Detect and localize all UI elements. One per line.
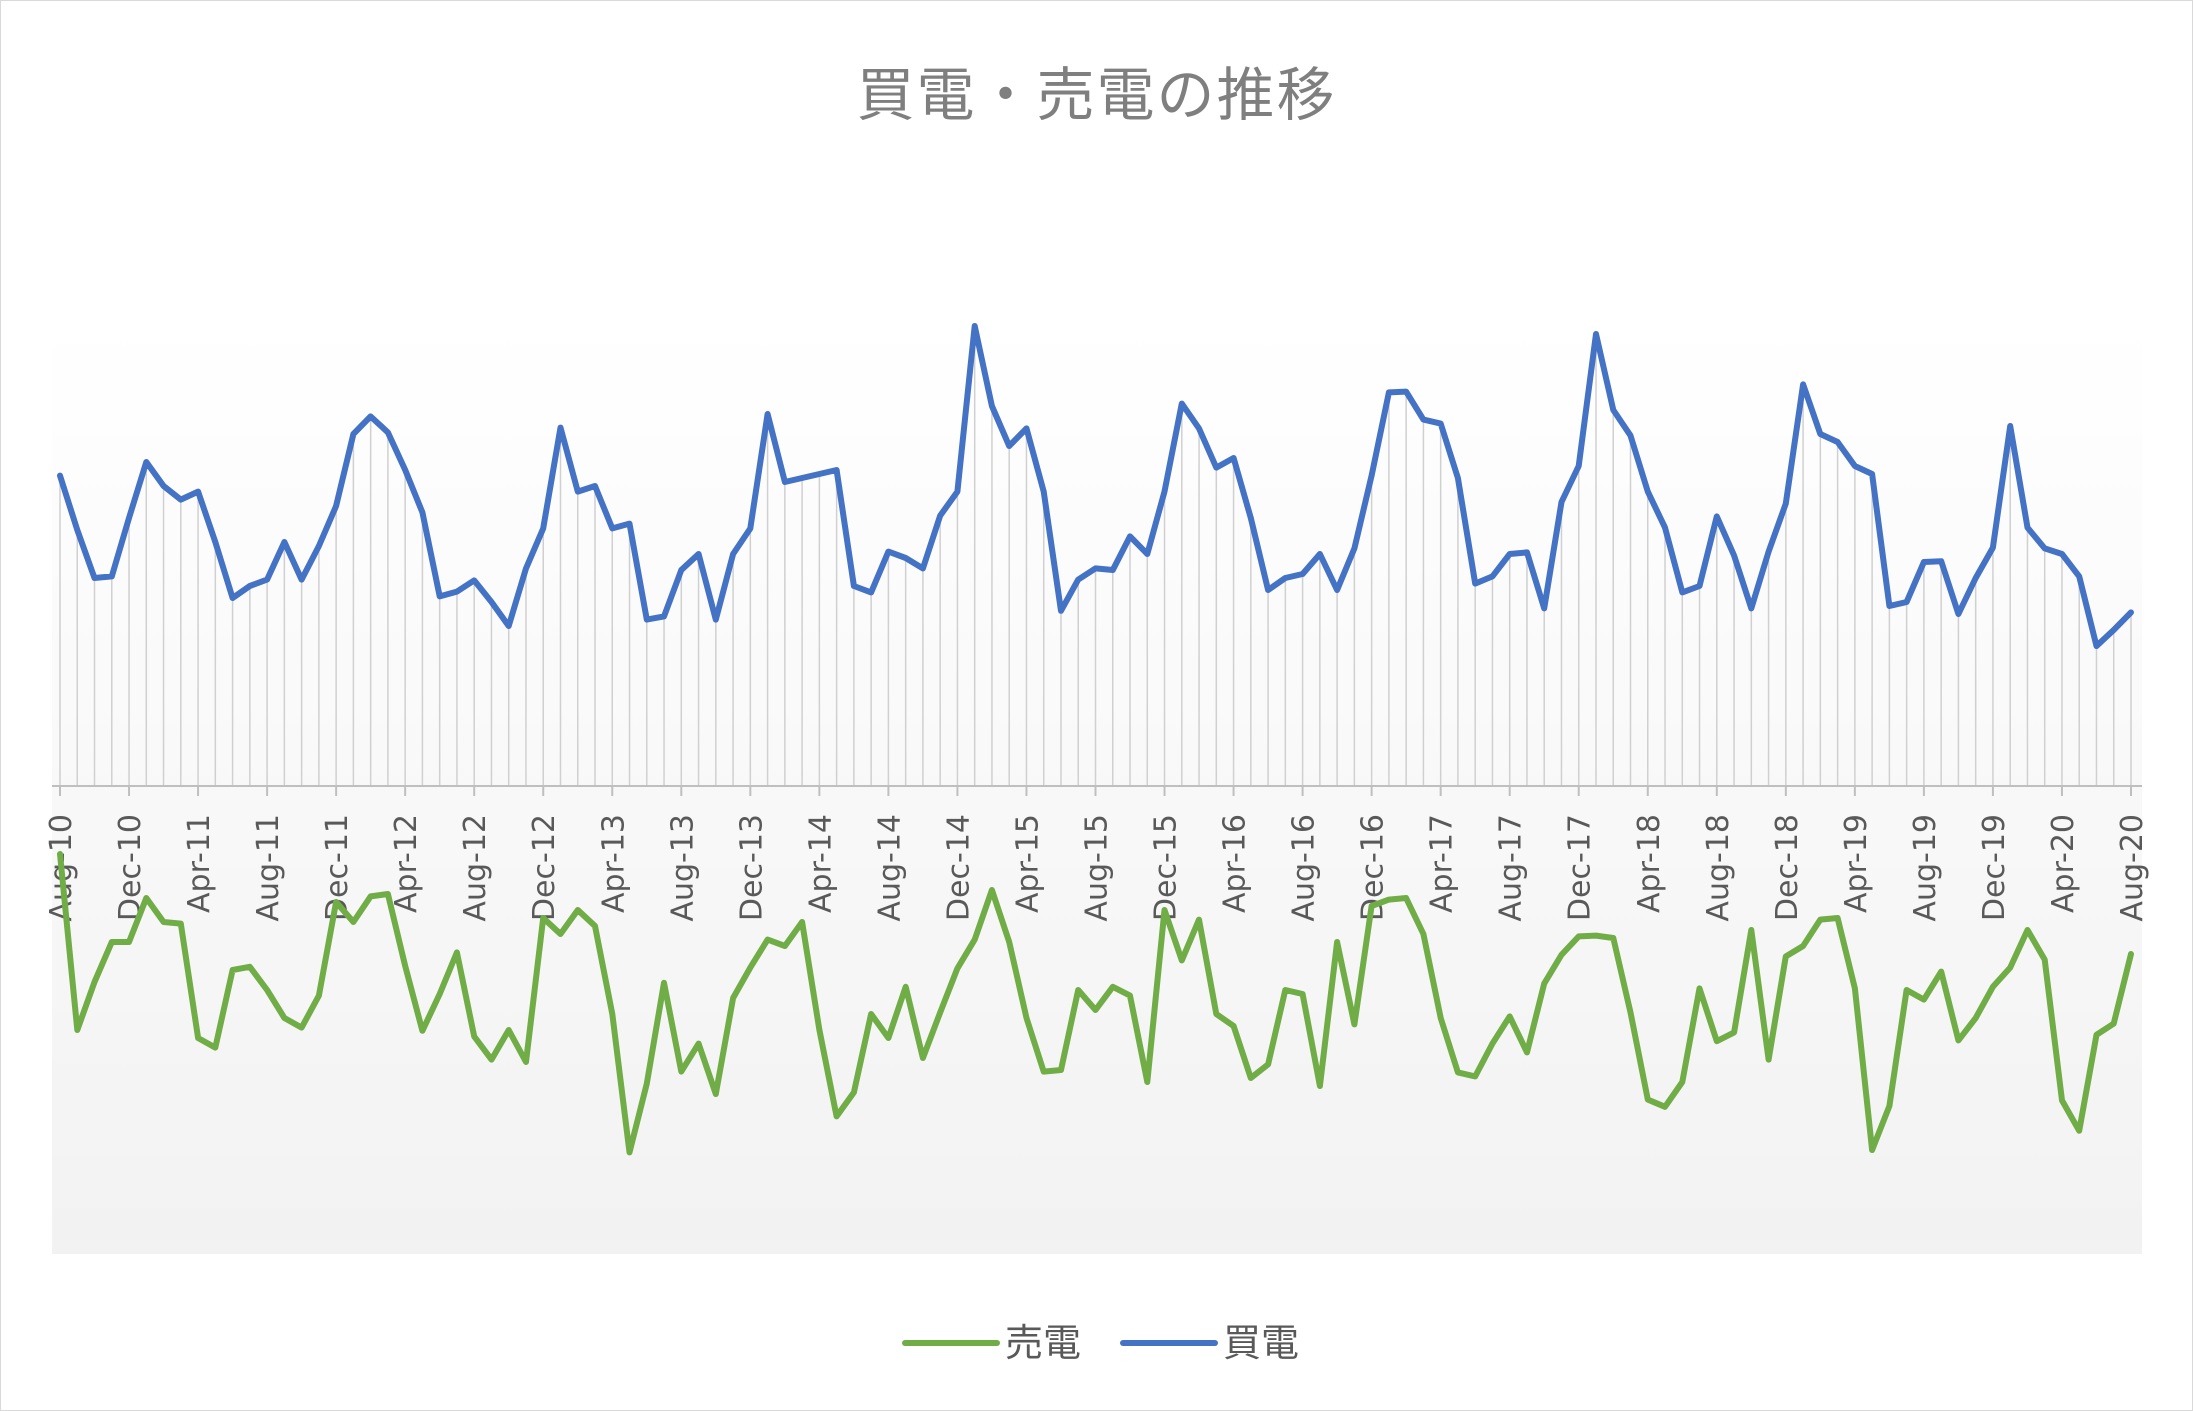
legend: 売電 買電 bbox=[902, 1321, 1299, 1365]
x-axis-ticks bbox=[59, 786, 2132, 796]
x-tick-label: Aug-14 bbox=[872, 814, 907, 922]
x-tick-label: Dec-19 bbox=[1977, 814, 2012, 921]
x-tick-label: Aug-13 bbox=[665, 814, 700, 922]
x-tick-label: Aug-17 bbox=[1494, 814, 1529, 922]
x-tick-label: Aug-19 bbox=[1908, 814, 1943, 922]
x-tick-label: Apr-19 bbox=[1839, 814, 1874, 913]
x-tick-label: Apr-16 bbox=[1218, 814, 1253, 913]
series-lines bbox=[57, 323, 2134, 1156]
x-tick-label: Apr-14 bbox=[803, 814, 838, 913]
x-tick-label: Aug-15 bbox=[1080, 814, 1115, 922]
x-tick-label: Aug-16 bbox=[1287, 814, 1322, 922]
x-tick-label: Dec-17 bbox=[1563, 814, 1598, 921]
x-tick-label: Aug-18 bbox=[1701, 814, 1736, 922]
series-line bbox=[57, 323, 2134, 649]
chart-title: 買電・売電の推移 bbox=[856, 61, 1337, 129]
x-tick-label: Apr-12 bbox=[389, 814, 424, 913]
x-tick-label: Dec-18 bbox=[1770, 814, 1805, 921]
x-tick-label: Aug-12 bbox=[458, 814, 493, 922]
x-tick-label: Aug-20 bbox=[2115, 814, 2150, 922]
legend-label: 売電 bbox=[1005, 1321, 1081, 1365]
x-tick-label: Dec-12 bbox=[527, 814, 562, 921]
x-axis-labels: Aug-10 Dec-10 Apr-11 Aug-11 Dec-11 Apr-12 Aug-… bbox=[44, 814, 2150, 922]
x-tick-label: Apr-18 bbox=[1632, 814, 1667, 913]
drop-lines bbox=[59, 326, 2132, 786]
x-tick-label: Apr-20 bbox=[2046, 814, 2081, 913]
x-tick-label: Apr-15 bbox=[1010, 814, 1045, 913]
series-line bbox=[57, 851, 2134, 1156]
legend-label: 買電 bbox=[1223, 1321, 1299, 1365]
x-tick-label: Apr-13 bbox=[596, 814, 631, 913]
x-tick-label: Apr-11 bbox=[182, 814, 217, 913]
x-tick-label: Dec-13 bbox=[734, 814, 769, 921]
x-tick-label: Dec-14 bbox=[941, 814, 976, 921]
x-tick-label: Apr-17 bbox=[1425, 814, 1460, 913]
x-tick-label: Dec-15 bbox=[1149, 814, 1184, 921]
x-tick-label: Aug-11 bbox=[251, 814, 286, 922]
